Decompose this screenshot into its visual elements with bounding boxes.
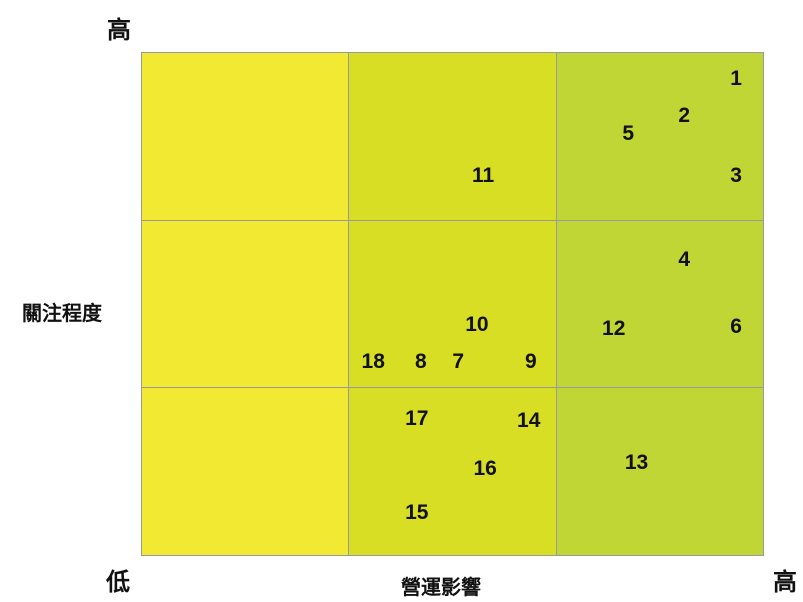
grid-cell-r2-c2 (348, 219, 557, 389)
point-label-10: 10 (465, 313, 489, 337)
grid-cell-r3-c2 (348, 387, 557, 556)
grid-cell-r2-c3 (555, 219, 764, 389)
point-label-2: 2 (678, 103, 691, 127)
y-axis-title: 關注程度 (22, 301, 102, 325)
point-label-13: 13 (624, 450, 649, 474)
x-axis-title: 營運影響 (401, 575, 481, 599)
x-axis-high-label: 高 (773, 568, 797, 596)
point-label-8: 8 (415, 350, 427, 374)
origin-low-label: 低 (106, 568, 130, 596)
point-label-17: 17 (405, 407, 429, 431)
point-label-14: 14 (517, 408, 541, 432)
point-label-18: 18 (361, 350, 385, 374)
y-axis-high-label: 高 (107, 16, 131, 44)
matrix-grid: 1 2 3 4 5 6 7 8 9 10 11 12 13 14 15 16 17 18 (141, 52, 764, 556)
grid-cell-r3-c1 (141, 387, 350, 556)
point-label-11: 11 (471, 164, 495, 188)
grid-cell-r1-c3 (555, 52, 764, 221)
grid-cell-r1-c2 (348, 52, 557, 221)
grid-cell-r2-c1 (141, 219, 350, 389)
point-label-16: 16 (473, 457, 497, 481)
grid-cell-r1-c1 (141, 52, 350, 221)
point-label-1: 1 (730, 66, 742, 90)
point-label-7: 7 (452, 350, 465, 374)
point-label-3: 3 (730, 164, 742, 188)
grid-cell-r3-c3 (555, 387, 764, 556)
point-label-6: 6 (730, 314, 742, 338)
point-label-15: 15 (405, 501, 429, 525)
point-label-12: 12 (602, 316, 626, 340)
point-label-4: 4 (678, 247, 691, 271)
point-label-5: 5 (622, 122, 635, 146)
point-label-9: 9 (524, 350, 537, 374)
